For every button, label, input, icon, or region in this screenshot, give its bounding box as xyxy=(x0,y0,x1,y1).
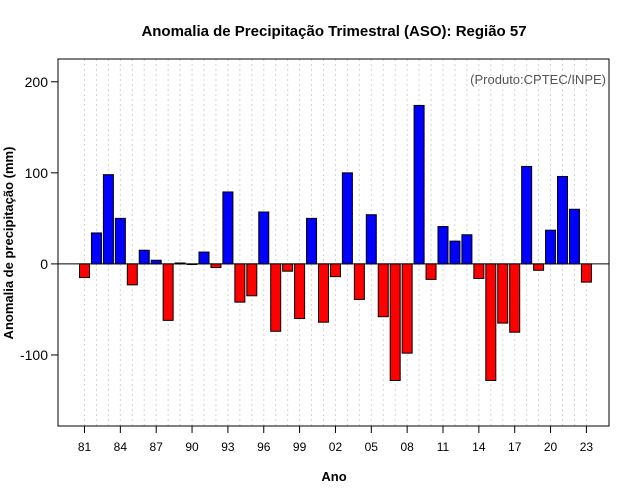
bar-2006 xyxy=(377,263,389,318)
x-tick-label: 02 xyxy=(329,440,343,454)
x-tick-label: 81 xyxy=(78,440,92,454)
bar-1982 xyxy=(90,232,102,265)
plot-frame xyxy=(57,58,610,427)
bar-1994 xyxy=(234,263,246,303)
bars xyxy=(79,104,592,381)
chart-credit: (Produto:CPTEC/INPE) xyxy=(470,72,606,87)
bar-1986 xyxy=(138,249,150,265)
x-tick-label: 11 xyxy=(437,440,450,454)
bar-2004 xyxy=(353,263,365,300)
bar-2010 xyxy=(425,263,437,280)
bar-2019 xyxy=(533,263,545,271)
bar-1997 xyxy=(270,263,282,332)
x-tick-label: 99 xyxy=(293,440,307,454)
bar-1999 xyxy=(294,263,306,320)
x-tick-label: 05 xyxy=(365,440,379,454)
x-tick-label: 87 xyxy=(150,440,164,454)
gridlines xyxy=(84,59,587,426)
bar-2009 xyxy=(413,104,425,265)
bar-2018 xyxy=(521,165,533,265)
y-tick-label: 0 xyxy=(40,256,48,272)
bar-2015 xyxy=(485,263,497,381)
x-tick-label: 20 xyxy=(544,440,558,454)
y-axis: -100 0 100 200 xyxy=(20,74,58,363)
bar-2014 xyxy=(473,263,485,279)
x-tick-label: 90 xyxy=(185,440,199,454)
bar-1983 xyxy=(102,174,114,265)
x-axis-label: Ano xyxy=(321,469,346,484)
x-tick-label: 96 xyxy=(257,440,271,454)
bar-1988 xyxy=(162,263,174,321)
y-tick-label: 200 xyxy=(25,74,49,90)
bar-2021 xyxy=(557,175,568,265)
bar-2012 xyxy=(449,240,461,265)
bar-2016 xyxy=(497,263,509,324)
bar-1987 xyxy=(150,259,162,265)
bar-2023 xyxy=(580,263,592,283)
y-tick-label: -100 xyxy=(20,347,48,363)
x-axis: 81 84 87 90 93 96 99 02 05 08 11 14 17 20 23 xyxy=(78,426,594,454)
bar-1995 xyxy=(246,263,258,297)
bar-1998 xyxy=(282,263,294,272)
bar-2017 xyxy=(509,263,521,333)
x-tick-label: 84 xyxy=(114,440,128,454)
bar-2001 xyxy=(318,263,329,323)
x-tick-label: 08 xyxy=(400,440,414,454)
bar-2011 xyxy=(437,226,449,265)
bar-2003 xyxy=(341,172,353,265)
bar-2008 xyxy=(401,263,413,354)
bar-1981 xyxy=(79,263,90,279)
bar-1985 xyxy=(126,263,138,286)
bar-1992 xyxy=(210,263,222,269)
y-tick-label: 100 xyxy=(25,165,49,181)
x-tick-label: 23 xyxy=(580,440,594,454)
x-tick-label: 93 xyxy=(221,440,235,454)
x-tick-label: 17 xyxy=(508,440,522,454)
bar-1996 xyxy=(258,211,270,265)
bar-2020 xyxy=(545,229,557,265)
bar-2022 xyxy=(568,208,580,265)
y-axis-label: Anomalia de precipitação (mm) xyxy=(1,147,16,340)
bar-1984 xyxy=(114,217,126,265)
bar-2000 xyxy=(306,217,318,265)
bar-1991 xyxy=(198,251,210,265)
bar-2013 xyxy=(461,234,473,265)
bar-2002 xyxy=(329,263,341,278)
chart-title: Anomalia de Precipitação Trimestral (ASO… xyxy=(141,23,526,40)
bar-2005 xyxy=(365,214,377,265)
bar-1993 xyxy=(222,191,234,265)
bar-2007 xyxy=(389,263,401,381)
x-tick-label: 14 xyxy=(472,440,486,454)
